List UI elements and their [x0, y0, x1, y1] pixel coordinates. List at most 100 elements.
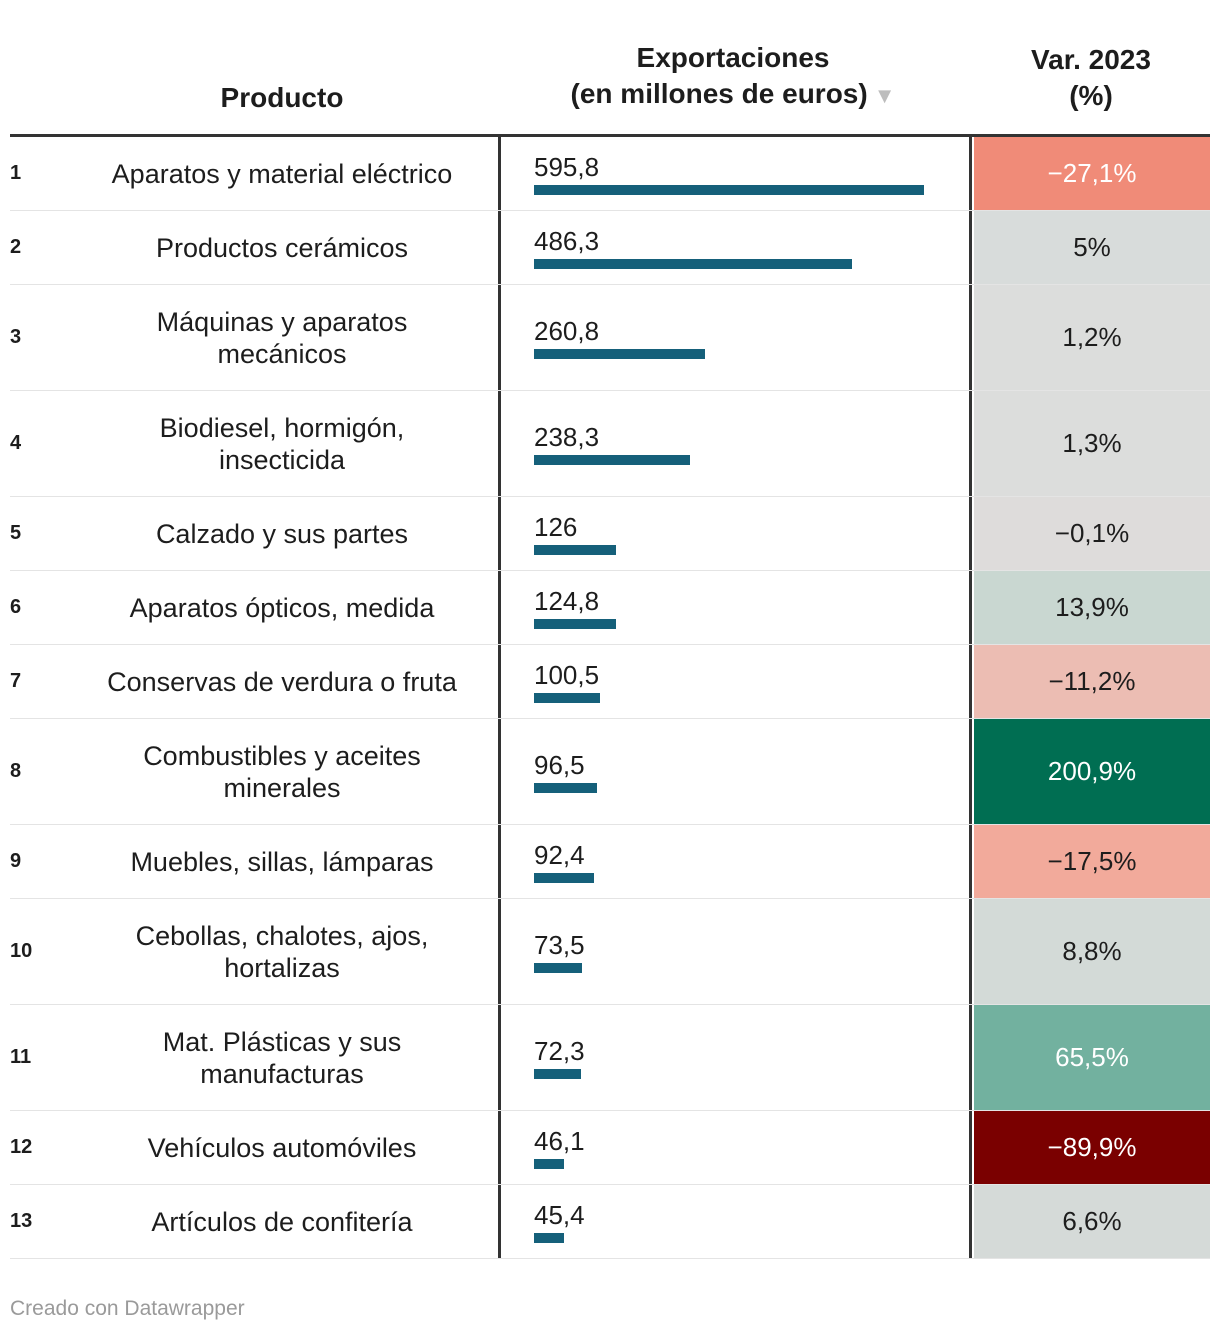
- credit-text[interactable]: Creado con Datawrapper: [10, 1297, 245, 1320]
- bar-value-label: 595,8: [534, 151, 600, 182]
- data-table: 1 Aparatos y material eléctrico 595,8 −27,1…: [10, 137, 1210, 1259]
- row-variation: −17,5%: [974, 825, 1210, 898]
- header-product[interactable]: Producto: [220, 82, 344, 113]
- export-bar: [534, 872, 594, 883]
- row-rank: 4: [10, 432, 22, 454]
- row-exports-cell: 486,3: [498, 211, 972, 284]
- row-exports-cell: 126: [498, 497, 972, 570]
- sort-desc-icon[interactable]: ▼: [873, 83, 896, 108]
- bar-value-label: 46,1: [534, 1125, 585, 1156]
- row-rank: 10: [10, 940, 33, 962]
- row-variation: 8,8%: [974, 899, 1210, 1004]
- table-row: 8 Combustibles y aceites minerales 96,5 200…: [10, 719, 1210, 825]
- row-rank: 9: [10, 850, 22, 872]
- row-exports-cell: 238,3: [498, 391, 972, 496]
- export-bar: [534, 184, 924, 195]
- header-divider: [10, 134, 1210, 137]
- row-product: Vehículos automóviles: [147, 1132, 417, 1163]
- row-exports-cell: 100,5: [498, 645, 972, 718]
- header-exports[interactable]: Exportaciones (en millones de euros) ▼: [498, 40, 968, 114]
- table-row: 7 Conservas de verdura o fruta 100,5 −11,2%: [10, 645, 1210, 719]
- export-bar: [534, 544, 616, 555]
- row-exports-cell: 72,3: [498, 1005, 972, 1110]
- header-exports-line2: (en millones de euros): [570, 78, 868, 109]
- bar-value-label: 73,5: [534, 929, 585, 960]
- row-rank: 8: [10, 760, 22, 782]
- row-exports-cell: 260,8: [498, 285, 972, 390]
- bar-value-label: 124,8: [534, 585, 600, 616]
- table-row: 5 Calzado y sus partes 126 −0,1%: [10, 497, 1210, 571]
- table-row: 1 Aparatos y material eléctrico 595,8 −27,1…: [10, 137, 1210, 211]
- table-row: 12 Vehículos automóviles 46,1 −89,9%: [10, 1111, 1210, 1185]
- row-exports-cell: 92,4: [498, 825, 972, 898]
- bar-value-label: 96,5: [534, 749, 585, 780]
- export-bar: [534, 962, 582, 973]
- table-row: 13 Artículos de confitería 45,4 6,6%: [10, 1185, 1210, 1259]
- row-exports-cell: 124,8: [498, 571, 972, 644]
- row-variation: 6,6%: [974, 1185, 1210, 1258]
- row-product: Muebles, sillas, lámparas: [130, 846, 434, 877]
- row-variation: −0,1%: [974, 497, 1210, 570]
- row-rank: 3: [10, 326, 22, 348]
- bar-value-label: 45,4: [534, 1199, 585, 1230]
- row-rank: 5: [10, 522, 22, 544]
- export-bar: [534, 1158, 564, 1169]
- row-exports-cell: 595,8: [498, 137, 972, 210]
- row-product: Productos cerámicos: [155, 232, 409, 263]
- row-variation: 1,3%: [974, 391, 1210, 496]
- header-exports-line1: Exportaciones: [636, 42, 830, 73]
- export-bar: [534, 692, 600, 703]
- row-variation: 13,9%: [974, 571, 1210, 644]
- row-product: Mat. Plásticas y sus manufacturas: [162, 1026, 402, 1089]
- row-product: Conservas de verdura o fruta: [107, 666, 457, 697]
- row-product: Combustibles y aceites minerales: [143, 740, 421, 803]
- bar-value-label: 126: [534, 511, 578, 542]
- export-bar: [534, 1068, 581, 1079]
- table-row: 2 Productos cerámicos 486,3 5%: [10, 211, 1210, 285]
- table-row: 6 Aparatos ópticos, medida 124,8 13,9%: [10, 571, 1210, 645]
- bar-value-label: 238,3: [534, 421, 600, 452]
- bar-value-label: 72,3: [534, 1035, 585, 1066]
- row-rank: 2: [10, 236, 22, 258]
- export-bar: [534, 348, 705, 359]
- row-variation: 200,9%: [974, 719, 1210, 824]
- row-product: Calzado y sus partes: [155, 518, 409, 549]
- row-product: Cebollas, chalotes, ajos, hortalizas: [135, 920, 429, 983]
- row-product: Biodiesel, hormigón, insecticida: [159, 412, 405, 475]
- export-bar: [534, 454, 690, 465]
- bar-value-label: 260,8: [534, 315, 600, 346]
- export-bar: [534, 618, 616, 629]
- table-row: 9 Muebles, sillas, lámparas 92,4 −17,5%: [10, 825, 1210, 899]
- row-exports-cell: 46,1: [498, 1111, 972, 1184]
- bar-value-label: 486,3: [534, 225, 600, 256]
- row-rank: 12: [10, 1136, 33, 1158]
- table-row: 4 Biodiesel, hormigón, insecticida 238,3 1,…: [10, 391, 1210, 497]
- row-product: Aparatos y material eléctrico: [111, 158, 453, 189]
- export-bar: [534, 1232, 564, 1243]
- row-variation: −89,9%: [974, 1111, 1210, 1184]
- row-variation: 65,5%: [974, 1005, 1210, 1110]
- row-product: Artículos de confitería: [151, 1206, 413, 1237]
- header-var-line1: Var. 2023: [1031, 44, 1151, 75]
- table-row: 11 Mat. Plásticas y sus manufacturas 72,3 6…: [10, 1005, 1210, 1111]
- row-variation: 5%: [974, 211, 1210, 284]
- row-product: Aparatos ópticos, medida: [129, 592, 435, 623]
- row-variation: −27,1%: [974, 137, 1210, 210]
- row-variation: −11,2%: [974, 645, 1210, 718]
- header-var-line2: (%): [1069, 80, 1113, 111]
- bar-value-label: 92,4: [534, 839, 585, 870]
- row-exports-cell: 73,5: [498, 899, 972, 1004]
- header-variation[interactable]: Var. 2023 (%): [972, 42, 1210, 114]
- table-row: 10 Cebollas, chalotes, ajos, hortalizas 73…: [10, 899, 1210, 1005]
- row-product: Máquinas y aparatos mecánicos: [156, 306, 408, 369]
- row-exports-cell: 96,5: [498, 719, 972, 824]
- row-rank: 6: [10, 596, 22, 618]
- row-variation: 1,2%: [974, 285, 1210, 390]
- row-rank: 7: [10, 670, 22, 692]
- row-rank: 13: [10, 1210, 33, 1232]
- export-bar: [534, 258, 852, 269]
- table-header: Producto Exportaciones (en millones de e…: [10, 0, 1210, 134]
- row-rank: 1: [10, 162, 22, 184]
- row-exports-cell: 45,4: [498, 1185, 972, 1258]
- table-row: 3 Máquinas y aparatos mecánicos 260,8 1,2%: [10, 285, 1210, 391]
